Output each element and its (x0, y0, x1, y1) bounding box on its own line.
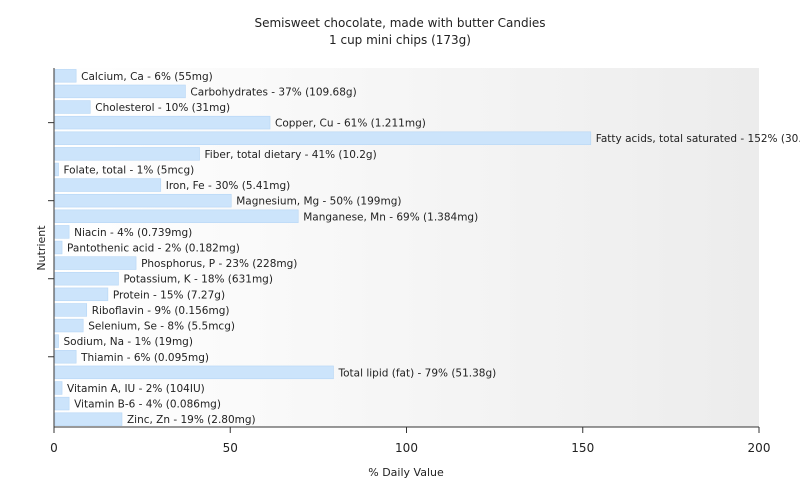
bar-label-16: Selenium, Se - 8% (5.5mcg) (88, 321, 235, 333)
bar-label-15: Riboflavin - 9% (0.156mg) (92, 305, 230, 317)
bars-group (54, 69, 592, 426)
bar-11 (54, 240, 63, 255)
bar-label-8: Magnesium, Mg - 50% (199mg) (236, 196, 401, 208)
bar-label-7: Iron, Fe - 30% (5.41mg) (166, 180, 290, 192)
bar-22 (54, 412, 123, 426)
bar-label-11: Pantothenic acid - 2% (0.182mg) (67, 243, 240, 255)
y-axis-title: Nutrient (35, 225, 48, 271)
x-tick-label-3: 150 (571, 441, 594, 455)
bar-label-4: Fatty acids, total saturated - 152% (30.… (596, 133, 800, 145)
x-tick-label-1: 50 (223, 441, 238, 455)
bar-16 (54, 318, 84, 333)
chart-title: Semisweet chocolate, made with butter Ca… (254, 16, 545, 30)
bar-17 (54, 334, 59, 348)
bar-label-12: Phosphorus, P - 23% (228mg) (141, 258, 297, 270)
bar-label-17: Sodium, Na - 1% (19mg) (64, 336, 193, 348)
chart-subtitle: 1 cup mini chips (173g) (329, 33, 471, 47)
bar-3 (54, 115, 271, 130)
bar-label-10: Niacin - 4% (0.739mg) (74, 227, 192, 239)
bar-label-9: Manganese, Mn - 69% (1.384mg) (303, 211, 478, 223)
bar-label-5: Fiber, total dietary - 41% (10.2g) (205, 149, 377, 161)
x-tick-label-0: 0 (50, 441, 58, 455)
x-axis-title: % Daily Value (368, 466, 444, 479)
bar-20 (54, 381, 63, 395)
bar-19 (54, 365, 334, 380)
bar-15 (54, 303, 88, 317)
bar-label-22: Zinc, Zn - 19% (2.80mg) (127, 414, 256, 426)
bar-label-6: Folate, total - 1% (5mcg) (64, 164, 195, 176)
bar-12 (54, 256, 137, 270)
bar-label-14: Protein - 15% (7.27g) (113, 289, 225, 301)
bar-label-13: Potassium, K - 18% (631mg) (123, 274, 273, 286)
bar-7 (54, 178, 162, 192)
bar-label-1: Carbohydrates - 37% (109.68g) (190, 86, 356, 98)
bar-1 (54, 84, 186, 99)
bar-label-3: Copper, Cu - 61% (1.211mg) (275, 118, 426, 130)
bar-label-18: Thiamin - 6% (0.095mg) (80, 352, 209, 364)
bar-4 (54, 131, 592, 145)
bar-0 (54, 69, 77, 83)
bar-13 (54, 272, 119, 286)
bar-labels-group: Calcium, Ca - 6% (55mg) Carbohydrates - 3… (64, 71, 800, 426)
x-tick-label-4: 200 (748, 441, 771, 455)
bar-9 (54, 209, 299, 223)
bar-label-21: Vitamin B-6 - 4% (0.086mg) (74, 399, 221, 411)
bar-label-2: Cholesterol - 10% (31mg) (95, 102, 230, 114)
axes-group: 0 50 100 150 200 (48, 68, 770, 455)
x-tick-label-2: 100 (395, 441, 418, 455)
bar-5 (54, 147, 200, 161)
bar-label-20: Vitamin A, IU - 2% (104IU) (67, 383, 205, 395)
bar-8 (54, 193, 232, 208)
bar-6 (54, 162, 59, 177)
bar-14 (54, 287, 109, 302)
bar-10 (54, 225, 70, 239)
bar-18 (54, 350, 77, 364)
bar-21 (54, 396, 70, 411)
bar-label-0: Calcium, Ca - 6% (55mg) (81, 71, 213, 83)
bar-2 (54, 100, 91, 114)
bar-label-19: Total lipid (fat) - 79% (51.38g) (337, 367, 496, 379)
